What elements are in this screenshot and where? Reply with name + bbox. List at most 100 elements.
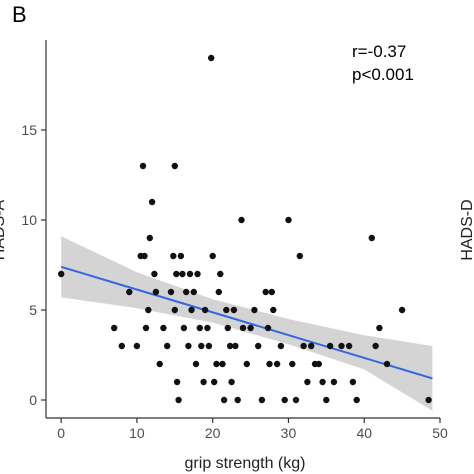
data-point: [285, 216, 292, 224]
data-point: [258, 396, 266, 404]
x-tick-label: 0: [57, 425, 65, 441]
data-point: [141, 252, 148, 260]
data-point: [180, 324, 188, 332]
data-point: [268, 288, 275, 296]
data-point: [270, 306, 277, 314]
data-point: [179, 270, 186, 278]
data-point: [194, 270, 201, 278]
data-point: [208, 54, 215, 62]
data-point: [273, 360, 281, 368]
data-point: [148, 198, 156, 206]
data-point: [326, 342, 334, 350]
data-point: [146, 234, 153, 242]
data-point: [58, 270, 65, 278]
regression-line: [60, 265, 433, 380]
data-point: [186, 270, 194, 278]
data-point: [315, 360, 322, 368]
x-tick-label: 50: [432, 425, 448, 441]
data-point: [171, 162, 178, 170]
points-layer: [58, 54, 432, 404]
data-point: [376, 324, 383, 332]
data-point: [368, 234, 375, 242]
data-point: [196, 324, 203, 332]
data-point: [126, 288, 133, 296]
data-point: [201, 306, 209, 314]
data-point: [183, 288, 190, 296]
data-point: [151, 270, 158, 278]
data-point: [296, 252, 303, 260]
data-point: [300, 342, 307, 350]
data-point: [281, 396, 288, 404]
data-point: [185, 342, 192, 350]
data-point: [266, 360, 273, 368]
data-point: [228, 378, 235, 386]
data-point: [232, 342, 239, 350]
data-point: [383, 360, 391, 368]
data-point: [398, 306, 406, 314]
data-point: [243, 360, 250, 368]
y-tick-label: 10: [21, 212, 37, 228]
data-point: [111, 324, 118, 332]
y-axis-title: HADS-A: [0, 199, 8, 260]
y-tick-label: 15: [21, 122, 37, 138]
data-point: [156, 360, 163, 368]
panel-label: B: [12, 2, 27, 27]
data-point: [226, 342, 234, 350]
p-value-annotation: p<0.001: [352, 65, 414, 84]
data-point: [145, 306, 152, 314]
data-point: [170, 252, 177, 260]
data-point: [289, 360, 296, 368]
data-point: [239, 324, 247, 332]
data-point: [330, 378, 338, 386]
data-point: [118, 342, 126, 350]
data-point: [188, 306, 195, 314]
data-point: [234, 396, 241, 404]
data-point: [142, 324, 150, 332]
data-point: [164, 342, 171, 350]
data-point: [262, 288, 269, 296]
data-point: [277, 342, 285, 350]
data-point: [349, 378, 357, 386]
x-tick-label: 20: [205, 425, 221, 441]
y-tick-label: 0: [29, 392, 37, 408]
data-point: [173, 270, 180, 278]
data-point: [220, 396, 228, 404]
data-point: [213, 360, 220, 368]
data-point: [198, 342, 205, 350]
y-tick-label: 5: [29, 302, 37, 318]
data-point: [264, 324, 272, 332]
data-point: [219, 360, 226, 368]
data-point: [200, 378, 207, 386]
regression-line-layer: [60, 265, 433, 380]
data-point: [160, 324, 167, 332]
data-point: [304, 378, 311, 386]
data-point: [217, 270, 224, 278]
data-point: [238, 216, 245, 224]
data-point: [292, 396, 300, 404]
data-point: [211, 378, 218, 386]
data-point: [223, 306, 230, 314]
data-point: [323, 396, 330, 404]
data-point: [224, 324, 231, 332]
data-point: [255, 342, 262, 350]
next-panel-y-axis-title: HADS-D: [459, 199, 474, 260]
data-point: [190, 288, 197, 296]
data-point: [247, 324, 254, 332]
correlation-annotation: r=-0.37: [352, 42, 406, 61]
x-axis-title: grip strength (kg): [185, 455, 306, 472]
data-point: [204, 324, 211, 332]
data-point: [425, 396, 432, 404]
x-tick-label: 40: [356, 425, 372, 441]
x-tick-label: 10: [129, 425, 145, 441]
data-point: [345, 342, 353, 350]
data-point: [308, 342, 315, 350]
data-point: [319, 378, 326, 386]
data-point: [167, 288, 175, 296]
axes-layer: 0 10 20 30 40 50 0 5 10 15: [21, 40, 448, 441]
data-point: [177, 252, 185, 260]
data-point: [205, 342, 213, 350]
data-point: [215, 288, 222, 296]
data-point: [173, 378, 181, 386]
data-point: [209, 252, 216, 260]
